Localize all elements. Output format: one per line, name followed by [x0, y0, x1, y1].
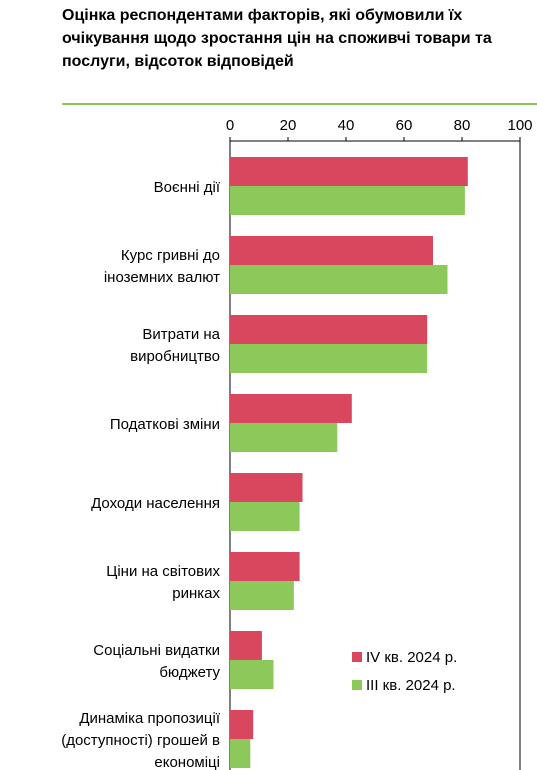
x-tick-label: 100 [507, 117, 532, 134]
bar [230, 186, 465, 215]
x-tick-label: 40 [338, 117, 355, 134]
legend-label: III кв. 2024 р. [366, 677, 456, 694]
category-label: Ціни на світових ринках [106, 563, 220, 602]
category-label: Податкові зміни [110, 416, 220, 433]
bar [230, 552, 300, 581]
category-label: Курс гривні до іноземних валют [104, 247, 220, 286]
x-tick-label: 60 [396, 117, 413, 134]
bar [230, 660, 274, 689]
bar [230, 315, 428, 344]
bar [230, 344, 428, 373]
legend-label: IV кв. 2024 р. [366, 649, 457, 666]
bar [230, 502, 300, 531]
x-tick-label: 20 [280, 117, 297, 134]
category-label: Соціальні видатки бюджету [93, 642, 220, 681]
category-label: Воєнні дії [154, 179, 221, 196]
x-tick-label: 80 [454, 117, 471, 134]
bar [230, 631, 262, 660]
bar [230, 157, 468, 186]
bar [230, 236, 433, 265]
bar [230, 265, 448, 294]
bar [230, 473, 303, 502]
x-tick-label: 0 [226, 117, 234, 134]
legend-swatch [352, 680, 362, 690]
legend-swatch [352, 652, 362, 662]
chart-title: Оцінка респондентами факторів, які обумо… [62, 7, 492, 70]
category-label: Доходи населення [91, 495, 220, 512]
bar [230, 394, 352, 423]
category-label: Витрати на виробництво [130, 326, 221, 365]
bar [230, 423, 338, 452]
bar [230, 581, 294, 610]
bar [230, 739, 251, 768]
bar [230, 710, 254, 739]
category-label: Динаміка пропозиції (доступності) грошей … [61, 710, 221, 770]
